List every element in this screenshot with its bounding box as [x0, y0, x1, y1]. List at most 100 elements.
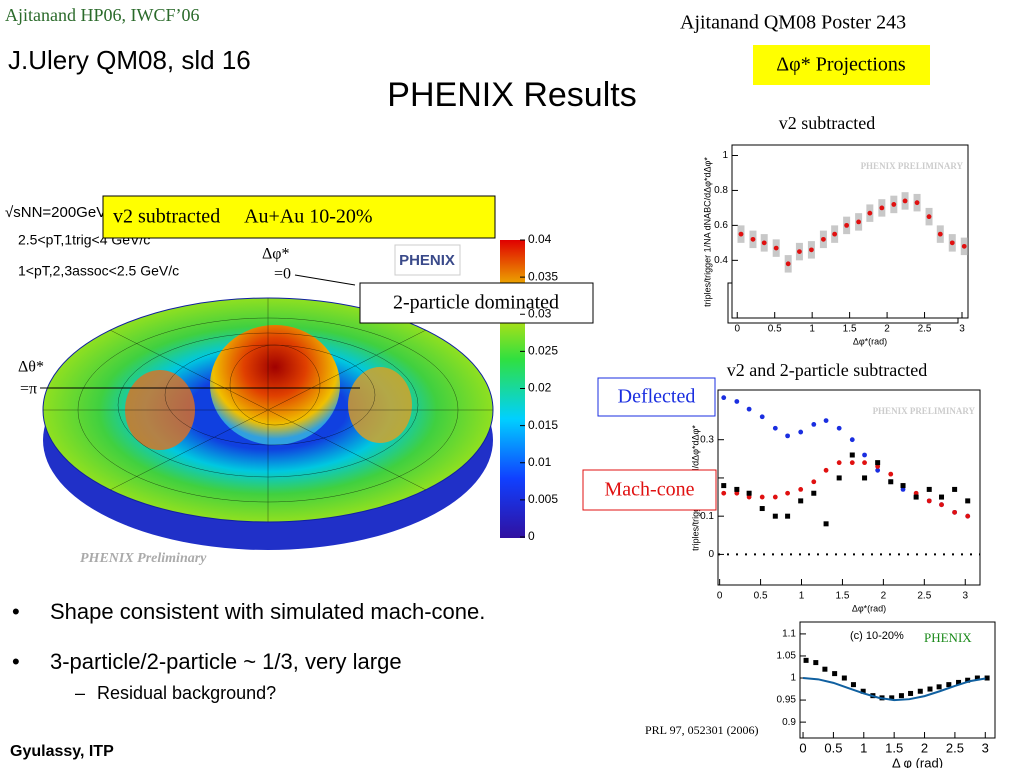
curve: [802, 677, 986, 702]
point: [759, 506, 765, 512]
x-tick-label: 1.5: [885, 740, 903, 755]
watermark: PHENIX PRELIMINARY: [861, 161, 964, 171]
point: [900, 487, 906, 492]
x-tick-label: 0: [734, 324, 740, 335]
point: [844, 222, 850, 228]
point: [738, 231, 744, 237]
bullet: 3-particle/2-particle ~ 1/3, very large: [50, 649, 402, 674]
x-tick-label: 2.5: [917, 591, 931, 602]
point: [785, 433, 790, 439]
surface-lobe: [348, 367, 412, 443]
callout: 2-particle dominated: [393, 292, 559, 314]
x-tick-label: 0.5: [824, 740, 842, 755]
x-tick-label: 0.5: [754, 591, 768, 602]
x-axis-label: Δφ*(rad): [853, 336, 887, 346]
surface-mesh: [43, 298, 493, 522]
point: [949, 240, 955, 246]
x-tick-label: 1.5: [843, 324, 857, 335]
y-tick-label: 1: [722, 150, 728, 161]
point: [721, 395, 727, 401]
dphi-label: Δφ*: [262, 246, 290, 263]
point: [803, 657, 809, 663]
point: [841, 675, 847, 681]
logo: PHENIX: [399, 252, 455, 269]
chart: PHENIX PRELIMINARY00.10.20.300.511.522.5…: [690, 360, 981, 613]
y-tick-label: 0: [708, 549, 714, 560]
x-tick-label: 0: [799, 740, 806, 755]
y-tick-label: 0.8: [714, 185, 728, 196]
bullet-marker: •: [12, 599, 20, 624]
legend-label: Deflected: [618, 386, 696, 408]
point: [811, 422, 817, 427]
point: [746, 406, 752, 412]
point: [937, 231, 943, 237]
x-tick-label: 3: [982, 740, 989, 755]
chart-title: v2 and 2-particle subtracted: [727, 360, 927, 380]
y-axis-label: triples/trigger 1/NA dNABC/dΔφ*dΔφ*: [702, 157, 712, 307]
bullet-list: • Shape consistent with simulated mach-co…: [12, 599, 485, 703]
point: [785, 261, 791, 267]
x-tick-label: 1.5: [835, 591, 849, 602]
colorbar-tick-label: 0.03: [528, 306, 552, 320]
point: [961, 243, 967, 249]
point: [902, 198, 908, 204]
point: [734, 399, 740, 404]
point: [823, 521, 829, 527]
point: [946, 682, 952, 688]
point: [798, 429, 804, 435]
point: [856, 219, 862, 225]
energy-label: √sNN=200GeV: [5, 204, 106, 221]
point: [849, 452, 855, 458]
point: [888, 479, 894, 485]
point: [917, 688, 923, 694]
point: [926, 214, 932, 220]
point: [734, 486, 740, 492]
x-tick-label: 1: [799, 591, 805, 602]
point: [965, 677, 971, 683]
y-tick-label: 0.95: [777, 695, 797, 706]
point: [785, 490, 790, 496]
surface-dome: [210, 325, 340, 445]
point: [759, 414, 765, 420]
y-tick-label: 0.6: [714, 220, 728, 231]
point: [759, 494, 765, 500]
point: [913, 494, 919, 500]
point: [721, 483, 727, 489]
point: [850, 682, 856, 688]
point: [785, 513, 791, 519]
point: [879, 205, 885, 211]
point: [862, 452, 867, 458]
point: [832, 671, 838, 677]
point: [823, 418, 829, 423]
slide-title: PHENIX Results: [387, 76, 636, 114]
point: [832, 231, 838, 237]
y-tick-label: 0.4: [714, 255, 728, 266]
point: [875, 460, 881, 466]
colorbar-tick-label: 0.015: [528, 418, 558, 432]
point: [746, 494, 752, 500]
assoc-label: 1<pT,2,3assoc<2.5 GeV/c: [18, 263, 179, 279]
point: [849, 460, 855, 466]
point: [761, 240, 767, 246]
bullet-marker: •: [12, 649, 20, 674]
point: [822, 666, 828, 672]
projections-box: [753, 45, 930, 85]
colorbar-tick-label: 0.025: [528, 344, 558, 358]
chart: PHENIX PRELIMINARY 0.4 0.6 0.8 1 0 0.5 1 1.5 2 2.5…: [702, 113, 969, 346]
x-tick-label: 1: [809, 324, 815, 335]
point: [821, 236, 826, 242]
point: [926, 486, 932, 492]
x-tick-label: 1: [860, 740, 867, 755]
colorbar-tick-label: 0.035: [528, 269, 558, 283]
bullet: Shape consistent with simulated mach-con…: [50, 599, 485, 624]
y-tick-label: 0.9: [782, 717, 796, 728]
point: [836, 425, 842, 431]
point: [798, 487, 804, 492]
sub-bullet-marker: –: [75, 683, 85, 703]
x-tick-label: 3: [962, 591, 968, 602]
point: [798, 498, 804, 504]
point: [952, 509, 958, 515]
point: [926, 498, 932, 504]
point: [889, 695, 895, 701]
point: [773, 245, 779, 251]
